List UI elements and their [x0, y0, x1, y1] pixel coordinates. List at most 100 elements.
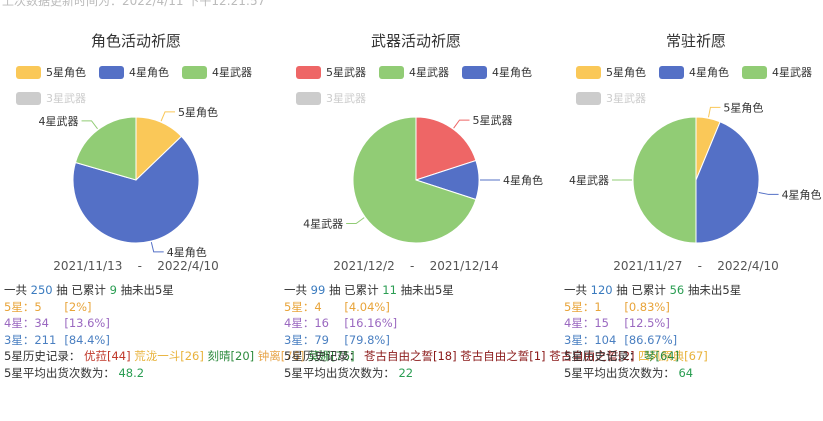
legend-swatch — [576, 91, 601, 105]
slice-label: 4星角色 — [167, 245, 207, 258]
pie-slice[interactable] — [72, 135, 200, 244]
legend-label: 4星武器 — [212, 66, 252, 79]
legend-label: 4星角色 — [129, 66, 169, 79]
legend-swatch — [462, 65, 487, 79]
legend-label: 3星武器 — [326, 92, 366, 105]
slice-label: 4星武器 — [39, 115, 79, 128]
legend-item[interactable]: 4星武器 — [742, 64, 812, 80]
legend-item[interactable]: 4星武器 — [182, 64, 252, 80]
legend-swatch — [742, 65, 767, 79]
pie-chart: 5星角色 4星角色 4星武器 — [569, 100, 822, 244]
legend-label: 3星武器 — [606, 92, 646, 105]
legend-item[interactable]: 4星角色 — [659, 64, 729, 80]
pie-slice[interactable] — [695, 121, 760, 244]
four-star-pct: [13.6%] — [64, 316, 110, 330]
history-item: 优菈[44] — [83, 349, 131, 363]
label-line — [453, 119, 470, 129]
four-star-row: 4星：15 [12.5%] — [564, 315, 823, 332]
wish-panel-3: 常驻祈愿 5星角色 4星角色 4星武器 3星武器 5星角色 4星角色 4星武器 2021/11/… — [560, 0, 823, 421]
average-row: 5星平均出货次数为： 48.2 — [4, 365, 276, 382]
three-star-count: 79 — [314, 332, 329, 347]
total-prefix: 一共 — [564, 283, 587, 297]
history-item: 莫娜[75] — [308, 349, 355, 363]
legend-item[interactable]: 5星武器 — [296, 64, 366, 80]
total-count: 250 — [30, 283, 53, 297]
wish-stats: 一共 120 抽 已累计 56 抽未出5星 5星：1 [0.83%] 4星：15 [12… — [564, 282, 823, 381]
four-star-label: 4星： — [4, 316, 35, 330]
average-value: 48.2 — [118, 365, 145, 380]
since-last-count: 11 — [382, 283, 397, 297]
four-star-pct: [16.16%] — [344, 316, 398, 330]
three-star-row: 3星：79 [79.8%] — [284, 332, 556, 349]
history-item: 四风原典[67] — [638, 349, 708, 363]
legend-label: 4星武器 — [772, 66, 812, 79]
label-line — [707, 106, 721, 118]
total-count: 120 — [590, 283, 613, 297]
legend-swatch — [99, 65, 124, 79]
three-star-pct: [86.67%] — [624, 332, 678, 347]
pie-slice[interactable] — [415, 116, 477, 181]
pie-slice[interactable] — [352, 116, 477, 244]
wish-stats: 一共 250 抽 已累计 9 抽未出5星 5星：5 [2%] 4星：34 [13.6%]… — [4, 282, 355, 382]
five-star-row: 5星：4 [4.04%] — [284, 299, 556, 316]
three-star-label: 3星： — [564, 332, 595, 347]
total-mid: 抽 已累计 — [56, 283, 106, 297]
history-label: 5星历史记录： — [564, 349, 641, 363]
legend-label: 5星角色 — [46, 66, 86, 79]
slice-label: 5星武器 — [472, 114, 512, 127]
five-star-history: 5星历史记录： 优菈[44] 荒泷一斗[26] 刻晴[20] 钟离[76] 莫娜… — [4, 348, 355, 365]
total-mid: 抽 已累计 — [616, 283, 666, 297]
chart-title: 角色活动祈愿 — [90, 32, 181, 50]
slice-label: 4星角色 — [503, 173, 543, 187]
total-count: 99 — [310, 283, 326, 297]
date-end: 2021/12/14 — [429, 259, 499, 273]
three-star-pct: [79.8%] — [344, 332, 390, 347]
five-star-count: 5 — [34, 299, 42, 314]
average-label: 5星平均出货次数为： — [564, 365, 675, 380]
legend-swatch — [659, 65, 684, 79]
total-mid: 抽 已累计 — [328, 283, 379, 297]
label-line — [758, 191, 779, 195]
slice-label: 4星武器 — [303, 217, 343, 230]
total-prefix: 一共 — [4, 283, 27, 297]
legend-item[interactable]: 3星武器 — [16, 90, 86, 106]
label-line — [346, 217, 365, 224]
average-value: 64 — [678, 365, 694, 380]
pie-slice[interactable] — [632, 116, 697, 244]
legend-swatch — [379, 65, 404, 79]
legend-swatch — [296, 91, 321, 105]
since-last-count: 56 — [669, 283, 685, 297]
legend-swatch — [16, 65, 41, 79]
three-star-label: 3星： — [4, 332, 35, 347]
last-update-time: 上次数据更新时间为：2022/4/11 下午12:21:57 — [2, 0, 266, 8]
slice-label: 5星角色 — [723, 100, 763, 114]
four-star-label: 4星： — [284, 316, 315, 330]
pie-slice[interactable] — [74, 116, 137, 181]
five-star-count: 1 — [594, 299, 602, 314]
five-star-row: 5星：5 [2%] — [4, 299, 276, 316]
wish-panel-2: 武器活动祈愿 5星武器 4星武器 4星角色 3星武器 5星武器 4星角色 4星武器 2021/1… — [280, 0, 708, 421]
four-star-row: 4星：16 [16.16%] — [284, 315, 556, 332]
date-start: 2021/11/27 — [613, 259, 683, 273]
legend-item[interactable]: 4星武器 — [379, 64, 449, 80]
legend-item[interactable]: 3星武器 — [576, 90, 646, 106]
three-star-label: 3星： — [284, 332, 315, 347]
legend-swatch — [182, 65, 207, 79]
four-star-row: 4星：34 [13.6%] — [4, 315, 276, 332]
legend-item[interactable]: 5星角色 — [576, 64, 646, 80]
total-row: 一共 250 抽 已累计 9 抽未出5星 — [4, 282, 276, 299]
label-line — [160, 111, 176, 122]
five-star-pct: [2%] — [64, 299, 92, 314]
five-star-label: 5星： — [564, 299, 595, 314]
legend-label: 5星角色 — [606, 66, 646, 79]
total-suffix: 抽未出5星 — [120, 283, 174, 297]
legend-item[interactable]: 4星角色 — [99, 64, 169, 80]
slice-label: 4星武器 — [569, 174, 609, 187]
legend-swatch — [576, 65, 601, 79]
label-line — [150, 242, 164, 253]
history-item: 琴[64] — [643, 349, 680, 363]
legend-item[interactable]: 4星角色 — [462, 64, 532, 80]
legend-item[interactable]: 3星武器 — [296, 90, 366, 106]
legend-item[interactable]: 5星角色 — [16, 64, 86, 80]
legend-label: 4星角色 — [492, 66, 532, 79]
